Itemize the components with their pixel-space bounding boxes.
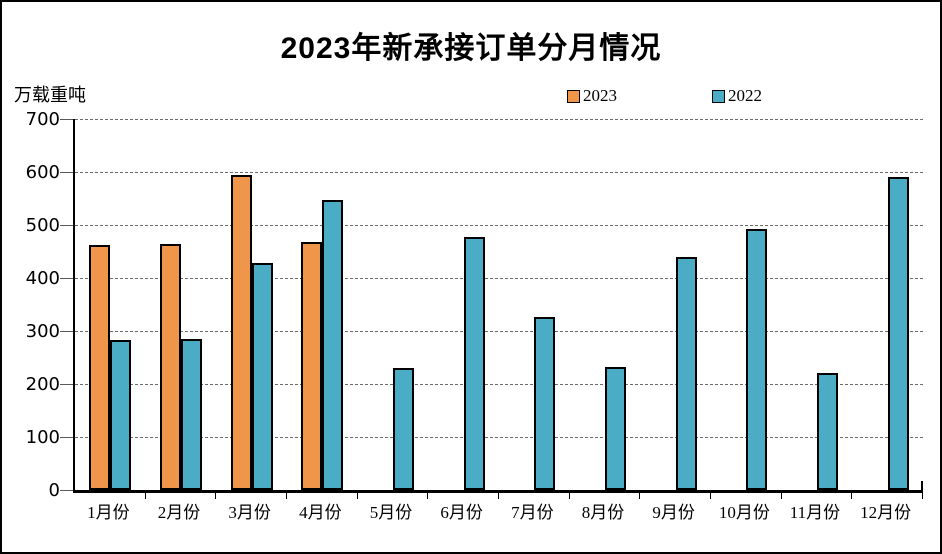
y-axis-tick [60, 437, 73, 438]
legend-swatch-icon [712, 89, 725, 103]
x-axis-tick [922, 493, 923, 499]
bar-2023-3月份 [230, 175, 252, 490]
x-axis-tick [144, 493, 146, 499]
plot-area [60, 119, 923, 499]
legend-item-2023: 2023 [567, 86, 617, 106]
x-axis-label-12: 12月份 [860, 503, 912, 522]
bar-2022-12月份 [887, 177, 909, 490]
y-axis-label-700: 700 [25, 109, 60, 130]
bar-2023-1月份 [89, 245, 111, 490]
y-axis-label-100: 100 [25, 427, 60, 448]
legend-item-2022: 2022 [712, 86, 762, 106]
x-axis-tick [215, 493, 217, 499]
bar-2022-2月份 [181, 339, 202, 490]
bar-2023-2月份 [160, 244, 181, 490]
chart-title: 2023年新承接订单分月情况 [280, 32, 662, 65]
y-axis-label-400: 400 [25, 268, 60, 289]
x-axis-label-2: 2月份 [157, 503, 201, 522]
x-axis-tick [427, 493, 429, 499]
gridline-700 [75, 119, 923, 120]
bar-2022-9月份 [675, 257, 697, 490]
y-axis-tick [60, 278, 73, 279]
x-axis-label-1: 1月份 [87, 503, 130, 522]
bar-2022-3月份 [251, 263, 273, 490]
x-axis-tick [568, 493, 570, 499]
gridline-500 [75, 225, 923, 226]
y-axis-label-200: 200 [25, 374, 60, 395]
y-axis-tick [60, 331, 73, 332]
x-axis-label-4: 4月份 [299, 503, 342, 522]
gridline-300 [75, 331, 923, 332]
x-axis-label-6: 6月份 [440, 503, 483, 522]
legend-label: 2023 [583, 86, 617, 105]
gridline-400 [75, 278, 923, 279]
bar-2022-6月份 [463, 237, 485, 490]
bar-2022-8月份 [605, 367, 626, 490]
x-axis-tick [286, 493, 287, 499]
legend-swatch-icon [567, 89, 580, 103]
x-axis-tick [639, 493, 641, 499]
bar-2023-4月份 [301, 242, 323, 490]
x-axis-tick [356, 493, 358, 499]
y-axis-label-500: 500 [25, 215, 60, 236]
legend-label: 2022 [728, 86, 762, 105]
gridline-600 [75, 172, 923, 173]
bar-2022-10月份 [746, 229, 768, 490]
x-axis-tick [851, 493, 853, 499]
y-axis-tick [60, 225, 73, 226]
y-axis-tick [60, 119, 73, 120]
x-axis-label-3: 3月份 [228, 503, 271, 522]
bar-2022-5月份 [393, 368, 414, 490]
x-axis-end-tick [921, 481, 923, 490]
gridline-100 [75, 437, 923, 438]
y-axis-label-0: 0 [48, 480, 60, 501]
x-axis-label-10: 10月份 [718, 503, 770, 522]
bar-2022-4月份 [322, 200, 344, 490]
bar-2022-1月份 [110, 340, 132, 490]
x-axis-label-8: 8月份 [581, 503, 625, 522]
x-axis-label-7: 7月份 [511, 503, 554, 522]
y-axis-label-300: 300 [25, 321, 60, 342]
y-axis-tick [60, 490, 73, 491]
gridline-200 [75, 384, 923, 385]
y-axis-tick [60, 172, 73, 173]
bar-2022-7月份 [534, 317, 556, 490]
y-axis-tick [60, 384, 73, 385]
x-axis-tick [780, 493, 782, 499]
y-axis-unit-label: 万载重吨 [14, 85, 86, 105]
x-axis-tick [710, 493, 711, 499]
x-axis-tick [498, 493, 499, 499]
y-axis-label-600: 600 [25, 162, 60, 183]
x-axis-label-5: 5月份 [369, 503, 413, 522]
x-axis-label-9: 9月份 [652, 503, 695, 522]
bar-2022-11月份 [817, 373, 838, 490]
x-axis-label-11: 11月份 [789, 503, 841, 522]
